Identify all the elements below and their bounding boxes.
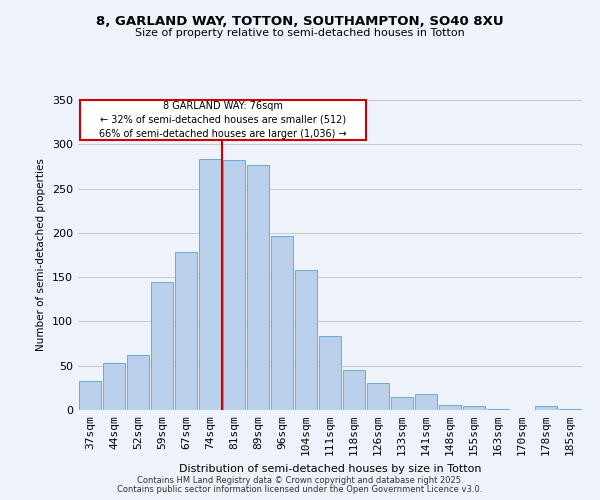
Bar [535,406,557,410]
Bar [199,160,221,410]
Y-axis label: Number of semi-detached properties: Number of semi-detached properties [37,158,46,352]
X-axis label: Distribution of semi-detached houses by size in Totton: Distribution of semi-detached houses by … [179,464,481,473]
Text: 8, GARLAND WAY, TOTTON, SOUTHAMPTON, SO40 8XU: 8, GARLAND WAY, TOTTON, SOUTHAMPTON, SO4… [96,15,504,28]
Bar [367,382,389,410]
Bar [343,370,365,410]
Bar [559,409,581,410]
Bar [127,355,149,410]
Text: Contains public sector information licensed under the Open Government Licence v3: Contains public sector information licen… [118,484,482,494]
Bar [319,336,341,410]
Bar [247,164,269,410]
Bar [79,381,101,410]
Bar [103,363,125,410]
Bar [295,270,317,410]
Bar [391,396,413,410]
Bar [271,236,293,410]
Bar [463,406,485,410]
Text: 8 GARLAND WAY: 76sqm
← 32% of semi-detached houses are smaller (512)
66% of semi: 8 GARLAND WAY: 76sqm ← 32% of semi-detac… [100,101,347,139]
Bar [439,404,461,410]
Bar [415,394,437,410]
Text: Contains HM Land Registry data © Crown copyright and database right 2025.: Contains HM Land Registry data © Crown c… [137,476,463,485]
Bar [487,409,509,410]
Text: Size of property relative to semi-detached houses in Totton: Size of property relative to semi-detach… [135,28,465,38]
Bar [151,282,173,410]
Bar [223,160,245,410]
FancyBboxPatch shape [80,100,366,140]
Bar [175,252,197,410]
